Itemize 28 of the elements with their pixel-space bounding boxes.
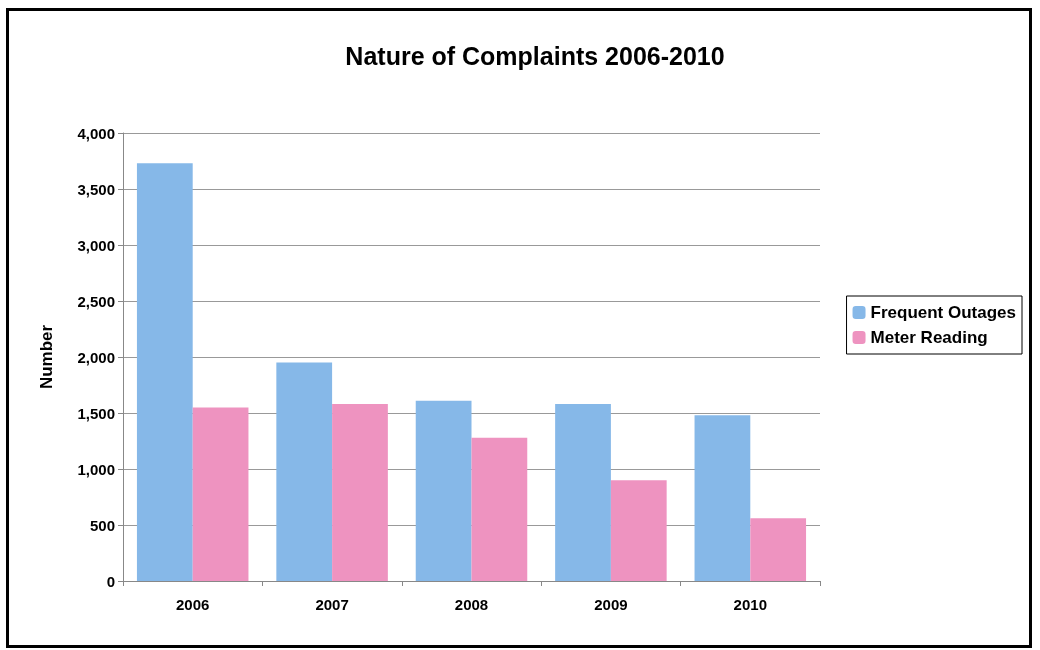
x-tick-label: 2007	[315, 596, 349, 613]
y-tick-label: 500	[89, 516, 115, 534]
y-tick-label: 3,000	[77, 236, 115, 254]
legend-label: Frequent Outages	[870, 303, 1017, 322]
y-tick-label: 2,500	[77, 292, 115, 310]
y-axis-title: Number	[37, 324, 56, 390]
x-tick-label: 2006	[176, 596, 210, 613]
bar	[276, 362, 333, 581]
y-tick-label: 1,500	[77, 404, 115, 422]
x-tick-label: 2008	[454, 596, 489, 613]
bar	[610, 480, 667, 581]
chart-title: Nature of Complaints 2006-2010	[345, 41, 725, 70]
bar	[694, 415, 751, 581]
bar	[750, 518, 807, 581]
y-tick-label: 3,500	[77, 180, 115, 198]
bar	[555, 404, 611, 581]
x-tick-label: 2010	[733, 596, 767, 613]
y-tick-label: 0	[106, 572, 115, 590]
bar	[415, 400, 472, 581]
legend-label: Meter Reading	[870, 328, 988, 347]
y-tick-label: 4,000	[77, 124, 115, 142]
bar	[471, 437, 528, 581]
y-tick-label: 2,000	[77, 348, 115, 366]
bar	[136, 163, 193, 581]
bar	[332, 404, 388, 581]
y-tick-label: 1,000	[77, 460, 115, 478]
x-tick-label: 2009	[594, 596, 628, 613]
bar	[192, 407, 249, 581]
